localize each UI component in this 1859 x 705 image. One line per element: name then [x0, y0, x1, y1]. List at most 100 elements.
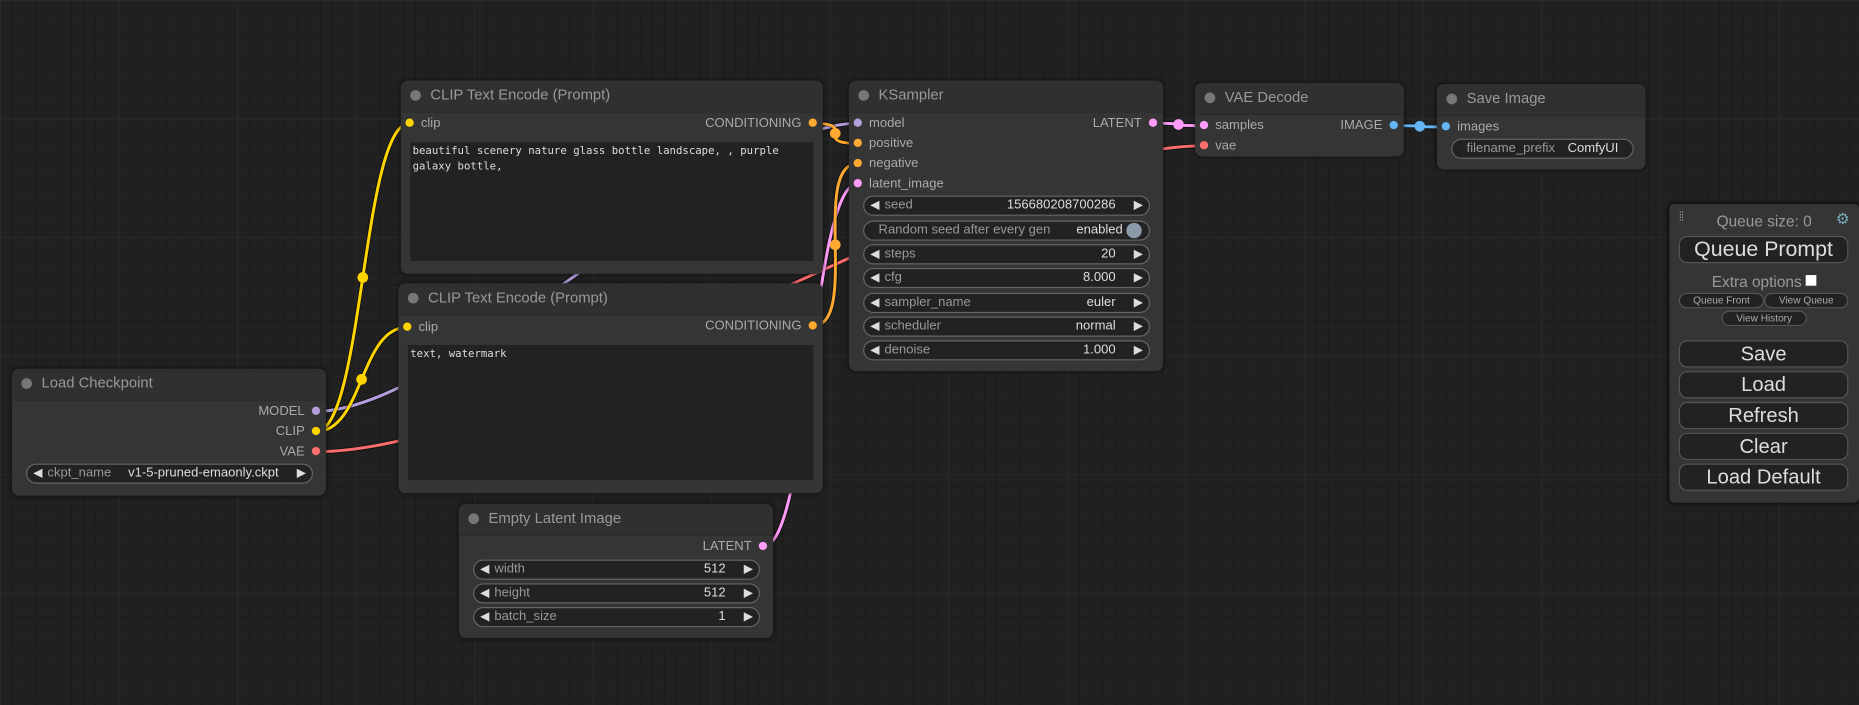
model-port-icon[interactable]	[311, 406, 321, 415]
widget-width[interactable]: ◀ width 512 ▶	[473, 559, 760, 580]
save-button[interactable]: Save	[1678, 340, 1849, 368]
image-port-icon[interactable]	[1441, 122, 1450, 131]
vae-port-icon[interactable]	[1199, 141, 1209, 150]
arrow-left-icon[interactable]: ◀	[870, 247, 880, 261]
arrow-right-icon[interactable]: ▶	[296, 467, 306, 481]
arrow-right-icon[interactable]: ▶	[1133, 199, 1143, 213]
node-title[interactable]: CLIP Text Encode (Prompt)	[398, 283, 823, 316]
queue-prompt-button[interactable]: Queue Prompt	[1678, 235, 1849, 264]
widget-height[interactable]: ◀ height 512 ▶	[473, 583, 760, 604]
node-ksampler[interactable]: KSampler model positive negative latent_imag…	[848, 80, 1164, 372]
collapse-dot-icon[interactable]	[1204, 92, 1216, 104]
drag-handle-icon[interactable]: ⁞⁞	[1678, 211, 1684, 225]
link-center-marker[interactable]	[829, 239, 841, 251]
output-slot-latent[interactable]: LATENT	[703, 538, 768, 555]
gear-icon[interactable]: ⚙	[1835, 209, 1850, 228]
arrow-right-icon[interactable]: ▶	[1133, 271, 1143, 285]
widget-value[interactable]: 156680208700286	[1006, 197, 1116, 213]
widget-scheduler[interactable]: ◀ scheduler normal ▶	[863, 316, 1151, 337]
output-slot-latent[interactable]: LATENT	[1093, 115, 1158, 132]
prompt-textarea[interactable]: text, watermark	[407, 345, 814, 481]
widget-value[interactable]: 1.000	[1083, 342, 1116, 357]
arrow-left-icon[interactable]: ◀	[870, 343, 880, 357]
node-load-checkpoint[interactable]: Load Checkpoint MODEL CLIP VAE ◀ ckpt_name v1-…	[11, 368, 327, 496]
input-slot-samples[interactable]: samples	[1199, 117, 1264, 134]
latent-port-icon[interactable]	[853, 179, 862, 188]
arrow-left-icon[interactable]: ◀	[480, 610, 490, 624]
output-slot-vae[interactable]: VAE	[280, 443, 321, 460]
widget-random-seed-after-every-gen[interactable]: Random seed after every gen enabled	[863, 220, 1151, 241]
widget-cfg[interactable]: ◀ cfg 8.000 ▶	[863, 267, 1151, 289]
node-vae-decode[interactable]: VAE Decode samples vae IMAGE	[1195, 82, 1404, 157]
arrow-right-icon[interactable]: ▶	[743, 586, 753, 600]
arrow-right-icon[interactable]: ▶	[743, 610, 753, 624]
node-title[interactable]: CLIP Text Encode (Prompt)	[400, 80, 823, 113]
link-center-marker[interactable]	[356, 374, 367, 385]
input-slot-images[interactable]: images	[1441, 119, 1499, 136]
node-save-image[interactable]: Save Image images filename_prefix ComfyUI	[1436, 84, 1646, 170]
clip-port-icon[interactable]	[405, 118, 414, 127]
input-slot-clip[interactable]: clip	[405, 115, 440, 132]
node-title[interactable]: Load Checkpoint	[11, 368, 327, 401]
vae-port-icon[interactable]	[311, 446, 321, 456]
link-center-marker[interactable]	[1173, 119, 1184, 130]
widget-value[interactable]: euler	[1086, 295, 1116, 310]
link-center-marker[interactable]	[829, 128, 841, 139]
input-slot-vae[interactable]: vae	[1199, 138, 1236, 155]
node-clip-pos[interactable]: CLIP Text Encode (Prompt) clip CONDITIONIN…	[400, 80, 823, 274]
arrow-right-icon[interactable]: ▶	[1133, 320, 1143, 334]
widget-steps[interactable]: ◀ steps 20 ▶	[863, 244, 1151, 265]
widget-value[interactable]: 8.000	[1083, 270, 1116, 285]
node-clip-neg[interactable]: CLIP Text Encode (Prompt) clip CONDITIONIN…	[398, 283, 823, 494]
widget-value[interactable]: v1-5-pruned-emaonly.ckpt	[128, 465, 279, 481]
output-slot-conditioning[interactable]: CONDITIONING	[705, 318, 817, 335]
widget-ckpt-name[interactable]: ◀ ckpt_name v1-5-pruned-emaonly.ckpt ▶	[26, 463, 313, 484]
widget-value[interactable]: 512	[703, 585, 726, 600]
latent-port-icon[interactable]	[1199, 120, 1209, 130]
conditioning-port-icon[interactable]	[853, 158, 862, 168]
collapse-dot-icon[interactable]	[1446, 93, 1458, 105]
toggle-knob-icon[interactable]	[1126, 222, 1142, 239]
refresh-button[interactable]: Refresh	[1678, 401, 1849, 430]
node-title[interactable]: KSampler	[848, 80, 1164, 113]
node-empty-latent[interactable]: Empty Latent Image LATENT ◀ width 512 ▶ ◀ heigh…	[458, 503, 774, 638]
prompt-textarea[interactable]: beautiful scenery nature glass bottle la…	[410, 142, 814, 261]
widget-filename-prefix[interactable]: filename_prefix ComfyUI	[1451, 138, 1634, 159]
latent-port-icon[interactable]	[758, 541, 768, 551]
arrow-left-icon[interactable]: ◀	[33, 467, 43, 481]
arrow-right-icon[interactable]: ▶	[1133, 296, 1143, 310]
input-slot-model[interactable]: model	[853, 115, 905, 132]
output-slot-clip[interactable]: CLIP	[276, 423, 321, 440]
load-default-button[interactable]: Load Default	[1678, 463, 1849, 491]
widget-value[interactable]: ComfyUI	[1567, 141, 1619, 156]
input-slot-negative[interactable]: negative	[853, 155, 918, 172]
conditioning-port-icon[interactable]	[808, 118, 817, 127]
input-slot-clip[interactable]: clip	[403, 319, 438, 336]
node-title[interactable]: VAE Decode	[1195, 82, 1404, 116]
model-port-icon[interactable]	[853, 118, 862, 127]
conditioning-port-icon[interactable]	[853, 138, 862, 148]
arrow-left-icon[interactable]: ◀	[480, 563, 490, 577]
widget-value[interactable]: enabled	[1076, 222, 1123, 238]
collapse-dot-icon[interactable]	[858, 90, 870, 101]
arrow-right-icon[interactable]: ▶	[1133, 343, 1143, 357]
extra-options-checkbox[interactable]	[1805, 275, 1817, 286]
arrow-left-icon[interactable]: ◀	[870, 296, 880, 310]
link-center-marker[interactable]	[1414, 120, 1426, 132]
widget-value[interactable]: 20	[1101, 246, 1116, 261]
widget-value[interactable]: normal	[1075, 318, 1116, 334]
load-button[interactable]: Load	[1678, 371, 1849, 399]
collapse-dot-icon[interactable]	[21, 378, 33, 389]
arrow-left-icon[interactable]: ◀	[870, 199, 880, 213]
link-center-marker[interactable]	[357, 272, 369, 283]
collapse-dot-icon[interactable]	[407, 292, 419, 304]
arrow-right-icon[interactable]: ▶	[743, 563, 753, 577]
output-slot-conditioning[interactable]: CONDITIONING	[705, 115, 817, 132]
clip-port-icon[interactable]	[403, 322, 412, 331]
widget-seed[interactable]: ◀ seed 156680208700286 ▶	[863, 195, 1151, 216]
clip-port-icon[interactable]	[311, 426, 321, 436]
node-title[interactable]: Save Image	[1436, 84, 1646, 117]
arrow-right-icon[interactable]: ▶	[1133, 247, 1143, 261]
widget-batch-size[interactable]: ◀ batch_size 1 ▶	[473, 607, 760, 628]
